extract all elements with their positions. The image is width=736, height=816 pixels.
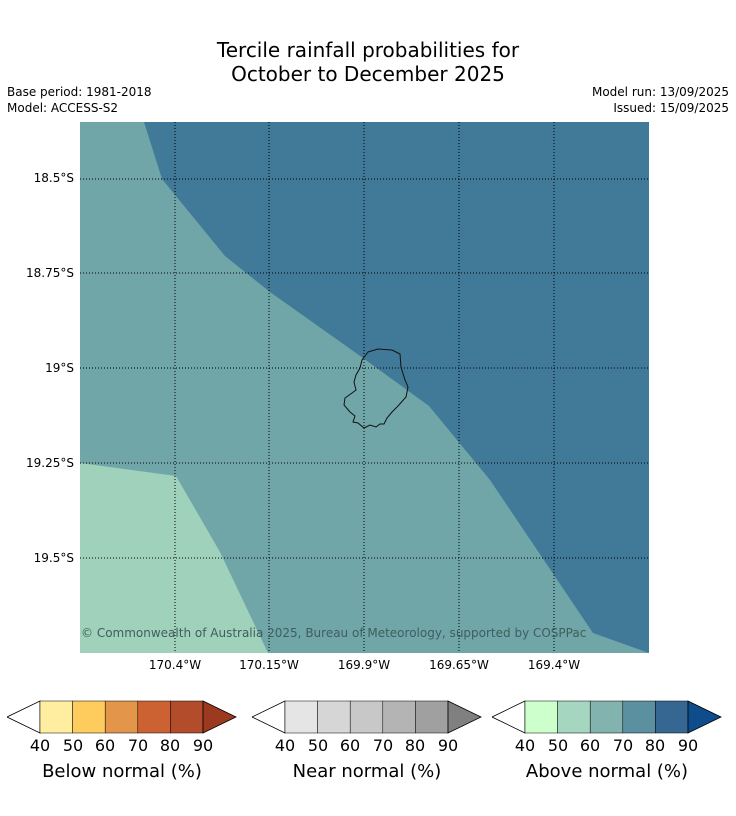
- colorbar-bin: [589, 700, 624, 734]
- below-tick-80: 80: [159, 736, 181, 755]
- issued-date: Issued: 15/09/2025: [613, 101, 729, 115]
- island-outline: [343, 348, 409, 429]
- model-run: Model run: 13/09/2025: [591, 85, 729, 99]
- above-tick-40: 40: [514, 736, 536, 755]
- lat-label-18-75: 18.75°S: [26, 266, 74, 280]
- below-tick-90: 90: [192, 736, 214, 755]
- meta-right: Model run: 13/09/2025 Issued: 15/09/2025: [592, 84, 729, 116]
- map-canvas[interactable]: © Commonwealth of Australia 2025, Bureau…: [80, 122, 649, 653]
- lon-label-170-15: 170.15°W: [239, 658, 299, 672]
- colorbar-bin: [170, 700, 204, 734]
- colorbar-bin: [382, 700, 416, 734]
- zone-above-80: [144, 122, 649, 653]
- gridlines: [80, 122, 649, 653]
- colorbar-bin: [284, 700, 318, 734]
- map-title: Tercile rainfall probabilities for Octob…: [0, 38, 736, 86]
- colorbar-bin: [557, 700, 591, 734]
- lon-label-169-4: 169.4°W: [527, 658, 581, 672]
- near-tick-50: 50: [307, 736, 329, 755]
- lon-label-170-4: 170.4°W: [148, 658, 202, 672]
- below-tick-60: 60: [94, 736, 116, 755]
- near-tick-60: 60: [339, 736, 361, 755]
- lon-label-169-9: 169.9°W: [337, 658, 391, 672]
- colorbar-bin: [104, 700, 139, 734]
- lat-label-18-5: 18.5°S: [33, 171, 74, 185]
- above-tick-80: 80: [644, 736, 666, 755]
- below-tick-40: 40: [29, 736, 51, 755]
- colorbar-bin: [622, 700, 656, 734]
- colorbar-bin: [72, 700, 106, 734]
- below-normal-title: Below normal (%): [42, 761, 202, 782]
- meta-left: Base period: 1981-2018 Model: ACCESS-S2: [7, 84, 152, 116]
- above-tick-90: 90: [677, 736, 699, 755]
- lat-label-19-5: 19.5°S: [33, 551, 74, 565]
- colorbar-bin: [524, 700, 558, 734]
- title-line-2: October to December 2025: [231, 62, 505, 86]
- above-tick-60: 60: [579, 736, 601, 755]
- copyright-text: © Commonwealth of Australia 2025, Bureau…: [81, 626, 586, 640]
- colorbar-right-arrow: [447, 700, 482, 734]
- above-normal-colorbar: [492, 700, 722, 734]
- title-line-1: Tercile rainfall probabilities for: [216, 38, 520, 62]
- near-tick-70: 70: [372, 736, 394, 755]
- near-tick-90: 90: [437, 736, 459, 755]
- colorbar-left-arrow: [252, 700, 286, 734]
- near-tick-40: 40: [274, 736, 296, 755]
- colorbar-bin: [655, 700, 689, 734]
- colorbar-bin: [39, 700, 73, 734]
- base-period: Base period: 1981-2018: [7, 85, 152, 99]
- near-tick-80: 80: [404, 736, 426, 755]
- colorbar-bin: [349, 700, 384, 734]
- above-tick-70: 70: [612, 736, 634, 755]
- colorbar-bin: [137, 700, 171, 734]
- colorbar-bin: [415, 700, 449, 734]
- model-name: Model: ACCESS-S2: [7, 101, 119, 115]
- below-normal-colorbar: [7, 700, 237, 734]
- below-tick-50: 50: [62, 736, 84, 755]
- below-tick-70: 70: [127, 736, 149, 755]
- colorbar-right-arrow: [687, 700, 722, 734]
- colorbar-right-arrow: [202, 700, 237, 734]
- above-normal-title: Above normal (%): [525, 761, 689, 782]
- above-tick-50: 50: [547, 736, 569, 755]
- colorbar-left-arrow: [492, 700, 526, 734]
- lon-label-169-65: 169.65°W: [429, 658, 489, 672]
- near-normal-colorbar: [252, 700, 482, 734]
- colorbar-left-arrow: [7, 700, 41, 734]
- near-normal-title: Near normal (%): [292, 761, 442, 782]
- colorbar-bin: [317, 700, 351, 734]
- lat-label-19: 19°S: [45, 361, 74, 375]
- lat-label-19-25: 19.25°S: [26, 456, 74, 470]
